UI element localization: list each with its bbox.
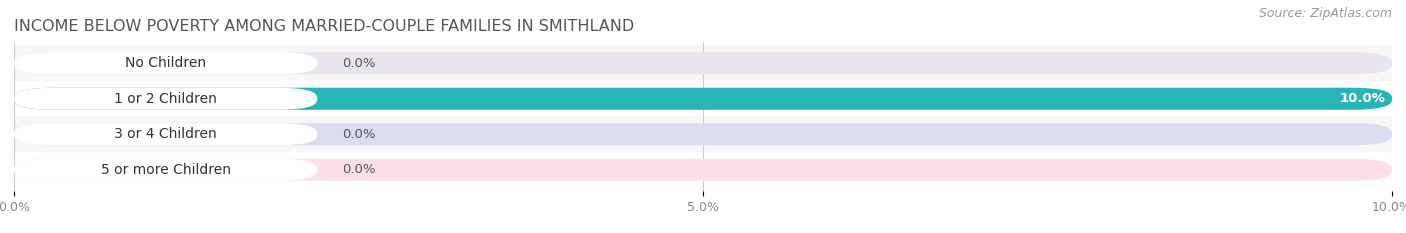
FancyBboxPatch shape xyxy=(14,88,318,110)
Text: Source: ZipAtlas.com: Source: ZipAtlas.com xyxy=(1258,7,1392,20)
Text: 10.0%: 10.0% xyxy=(1339,92,1385,105)
Text: 3 or 4 Children: 3 or 4 Children xyxy=(114,127,217,141)
FancyBboxPatch shape xyxy=(14,45,1392,81)
Text: INCOME BELOW POVERTY AMONG MARRIED-COUPLE FAMILIES IN SMITHLAND: INCOME BELOW POVERTY AMONG MARRIED-COUPL… xyxy=(14,19,634,34)
FancyBboxPatch shape xyxy=(14,52,318,74)
Text: 0.0%: 0.0% xyxy=(342,57,375,70)
FancyBboxPatch shape xyxy=(14,116,1392,152)
FancyBboxPatch shape xyxy=(14,159,318,181)
FancyBboxPatch shape xyxy=(14,152,1392,188)
FancyBboxPatch shape xyxy=(14,52,1392,74)
Text: 0.0%: 0.0% xyxy=(342,163,375,176)
FancyBboxPatch shape xyxy=(14,123,318,145)
Text: 1 or 2 Children: 1 or 2 Children xyxy=(114,92,217,106)
FancyBboxPatch shape xyxy=(14,81,1392,116)
Text: 0.0%: 0.0% xyxy=(342,128,375,141)
FancyBboxPatch shape xyxy=(14,123,1392,145)
FancyBboxPatch shape xyxy=(14,159,1392,181)
Text: 5 or more Children: 5 or more Children xyxy=(101,163,231,177)
Text: No Children: No Children xyxy=(125,56,207,70)
FancyBboxPatch shape xyxy=(14,88,1392,110)
FancyBboxPatch shape xyxy=(14,88,1392,110)
